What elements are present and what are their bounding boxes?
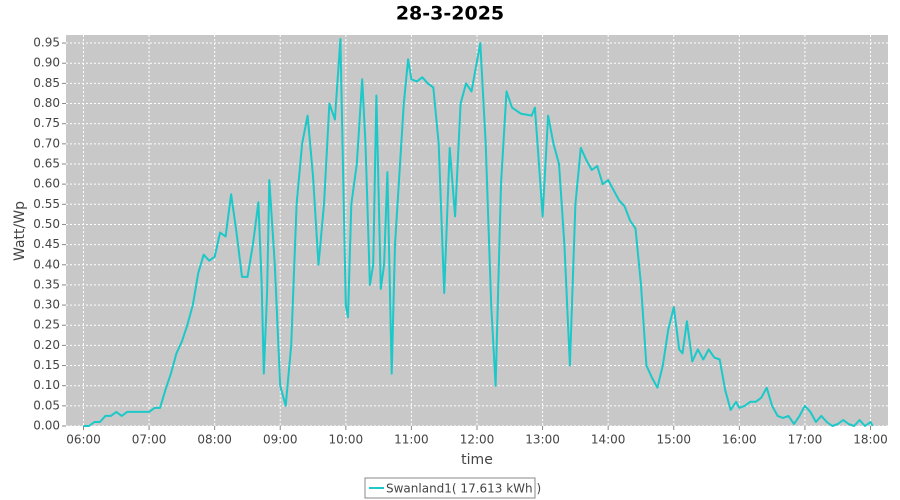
y-tick-label: 0.40 [33, 257, 60, 271]
y-tick-label: 0.35 [33, 277, 60, 291]
y-tick-label: 0.25 [33, 318, 60, 332]
x-tick-label: 14:00 [591, 433, 626, 447]
y-tick-label: 0.50 [33, 217, 60, 231]
y-tick-label: 0.70 [33, 136, 60, 150]
y-tick-label: 0.15 [33, 358, 60, 372]
y-tick-label: 0.20 [33, 338, 60, 352]
x-tick-label: 18:00 [853, 433, 888, 447]
y-tick-label: 0.80 [33, 96, 60, 110]
y-tick-label: 0.05 [33, 398, 60, 412]
x-tick-label: 07:00 [132, 433, 167, 447]
x-tick-label: 10:00 [329, 433, 364, 447]
x-tick-label: 17:00 [788, 433, 823, 447]
y-tick-label: 0.75 [33, 116, 60, 130]
x-axis-label: time [461, 452, 493, 468]
x-tick-label: 13:00 [525, 433, 560, 447]
y-tick-label: 0.65 [33, 156, 60, 170]
legend-box [364, 477, 536, 499]
y-tick-label: 0.85 [33, 76, 60, 90]
y-tick-label: 0.95 [33, 36, 60, 50]
x-tick-label: 11:00 [394, 433, 429, 447]
x-tick-label: 06:00 [66, 433, 101, 447]
y-tick-label: 0.60 [33, 177, 60, 191]
legend-label: Swanland1( 17.613 kWh ) [386, 482, 541, 496]
x-tick-label: 12:00 [460, 433, 495, 447]
chart-title: 28-3-2025 [396, 3, 504, 25]
y-tick-label: 0.55 [33, 197, 60, 211]
y-tick-label: 0.00 [33, 419, 60, 433]
x-tick-label: 09:00 [263, 433, 298, 447]
y-tick-label: 0.30 [33, 298, 60, 312]
x-tick-label: 15:00 [656, 433, 691, 447]
y-tick-label: 0.10 [33, 378, 60, 392]
line [83, 38, 874, 427]
y-tick-label: 0.45 [33, 237, 60, 251]
x-tick-label: 08:00 [197, 433, 232, 447]
y-tick-label: 0.90 [33, 56, 60, 70]
y-axis-label: Watt/Wp [12, 201, 28, 261]
x-tick-label: 16:00 [722, 433, 757, 447]
